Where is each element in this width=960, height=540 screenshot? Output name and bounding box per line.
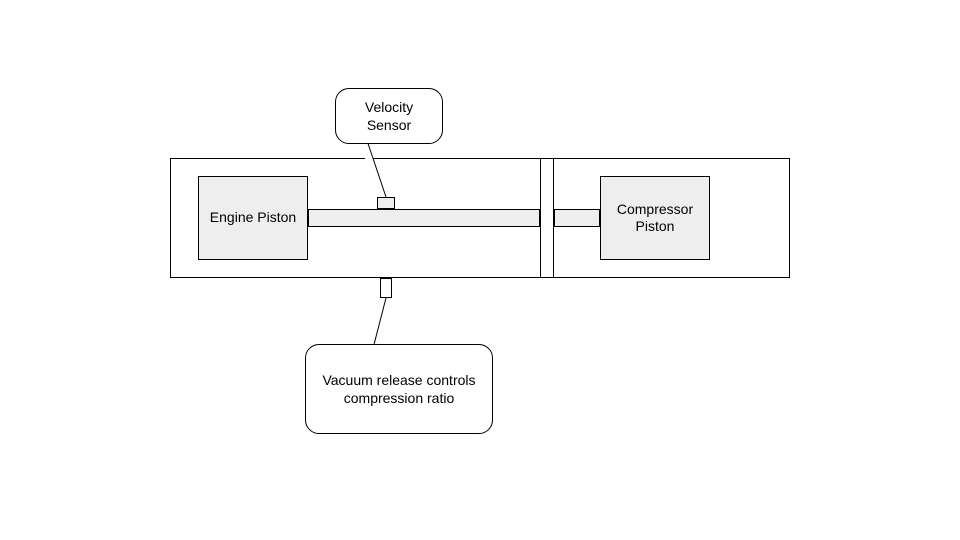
callout-vacuum-release-pointer xyxy=(0,0,960,540)
